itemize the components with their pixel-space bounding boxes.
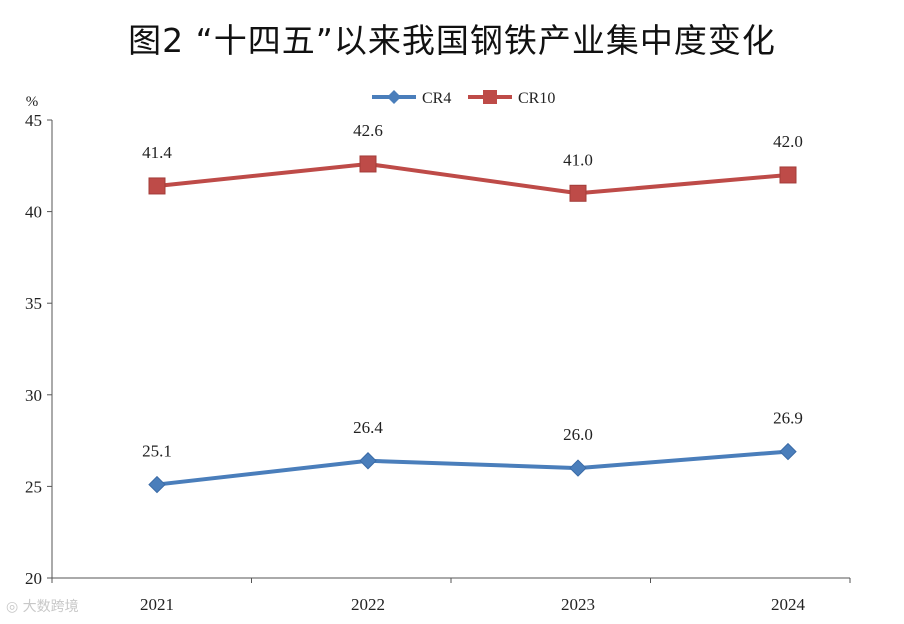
data-label-cr4: 26.0 <box>563 425 593 444</box>
x-tick-label: 2024 <box>771 595 806 614</box>
data-label-cr10: 41.4 <box>142 143 172 162</box>
data-point-cr10 <box>569 184 587 202</box>
legend-label-cr10: CR10 <box>518 90 555 107</box>
legend-marker-cr4 <box>387 90 401 104</box>
x-tick-label: 2023 <box>561 595 595 614</box>
y-tick-label: 20 <box>25 569 42 588</box>
data-label-cr4: 25.1 <box>142 442 172 461</box>
y-tick-label: 25 <box>25 477 42 496</box>
data-point-cr10 <box>359 155 377 173</box>
data-point-cr4 <box>148 475 166 494</box>
y-axis-unit: % <box>26 94 39 110</box>
data-label-cr10: 42.0 <box>773 132 803 151</box>
series-line-cr10 <box>155 161 790 196</box>
x-tick-label: 2021 <box>140 595 174 614</box>
data-label-cr4: 26.4 <box>353 418 383 437</box>
data-point-cr4 <box>779 442 797 461</box>
y-tick-label: 30 <box>25 386 42 405</box>
data-point-cr4 <box>359 452 377 470</box>
data-point-cr4 <box>569 459 587 477</box>
watermark: ◎ 大数跨境 <box>6 596 79 616</box>
y-tick-label: 35 <box>25 294 42 313</box>
data-label-cr4: 26.9 <box>773 409 803 428</box>
y-tick-label: 40 <box>25 203 42 222</box>
series-line-cr4 <box>155 449 790 487</box>
legend-marker-cr10 <box>483 90 497 104</box>
data-label-cr10: 41.0 <box>563 150 593 169</box>
y-tick-label: 45 <box>25 111 42 130</box>
data-point-cr10 <box>148 177 166 195</box>
x-tick-label: 2022 <box>351 595 385 614</box>
chart-title: 图2 “十四五”以来我国钢铁产业集中度变化 <box>128 21 776 60</box>
watermark-logo-icon: ◎ <box>6 599 19 615</box>
data-label-cr10: 42.6 <box>353 121 383 140</box>
legend-label-cr4: CR4 <box>422 90 451 107</box>
watermark-text: 大数跨境 <box>22 599 79 615</box>
data-point-cr10 <box>779 166 797 184</box>
